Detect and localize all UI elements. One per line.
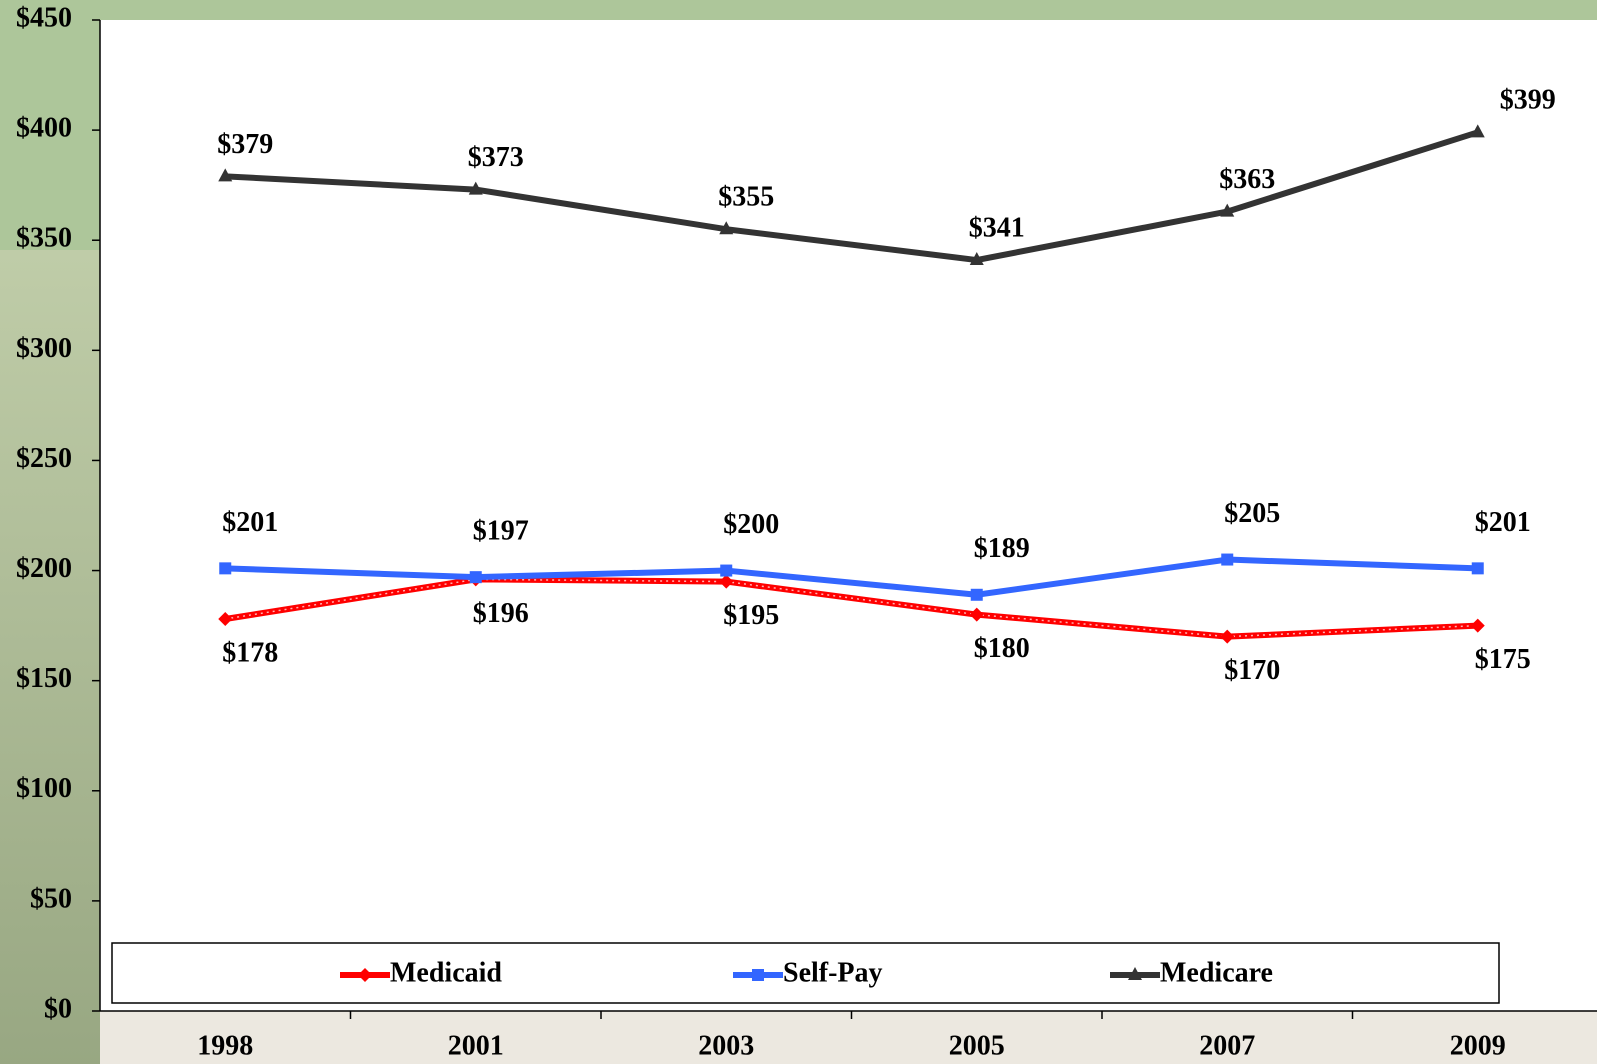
data-label: $373 [468, 142, 524, 173]
marker [719, 574, 734, 589]
data-label: $170 [1224, 655, 1280, 686]
data-label: $175 [1475, 644, 1531, 675]
data-label: $399 [1500, 85, 1556, 116]
legend-label: Self-Pay [783, 957, 883, 988]
marker [1470, 124, 1485, 138]
x-tick-label: 2007 [1199, 1030, 1255, 1061]
footer-strip [100, 1011, 1597, 1064]
data-label: $200 [723, 509, 779, 540]
background-photo [0, 250, 100, 1064]
marker [1471, 562, 1484, 575]
data-label: $379 [217, 129, 273, 160]
y-tick-label: $350 [16, 223, 72, 254]
x-tick-label: 2005 [949, 1030, 1005, 1061]
marker [469, 571, 482, 584]
data-label: $195 [723, 600, 779, 631]
data-label: $189 [974, 533, 1030, 564]
data-label: $355 [718, 182, 774, 213]
data-label: $197 [473, 516, 529, 547]
x-tick-label: 2009 [1450, 1030, 1506, 1061]
y-tick-label: $400 [16, 113, 72, 144]
data-label: $341 [969, 212, 1025, 243]
x-tick-label: 2003 [698, 1030, 754, 1061]
marker [1221, 553, 1234, 566]
marker [969, 252, 984, 266]
data-label: $201 [222, 507, 278, 538]
y-tick-label: $200 [16, 553, 72, 584]
marker [720, 564, 733, 577]
marker [970, 588, 983, 601]
marker [752, 969, 764, 981]
marker [1470, 618, 1485, 633]
y-tick-label: $450 [16, 2, 72, 33]
data-label: $180 [974, 633, 1030, 664]
marker [1128, 967, 1142, 980]
marker [719, 221, 734, 235]
legend-label: Medicare [1160, 957, 1273, 988]
marker [969, 607, 984, 622]
marker [1220, 203, 1235, 217]
y-tick-label: $250 [16, 443, 72, 474]
data-label: $201 [1475, 507, 1531, 538]
series-line [225, 556, 1478, 598]
data-label: $363 [1219, 164, 1275, 195]
x-tick-label: 2001 [448, 1030, 504, 1061]
marker [358, 968, 372, 982]
marker [1220, 629, 1235, 644]
marker [218, 168, 233, 182]
series-line-pattern [225, 578, 1478, 638]
y-tick-label: $100 [16, 773, 72, 804]
x-tick-label: 1998 [197, 1030, 253, 1061]
marker [218, 612, 233, 627]
legend-label: Medicaid [390, 957, 502, 988]
data-label: $196 [473, 598, 529, 629]
data-label: $205 [1224, 498, 1280, 529]
y-tick-label: $150 [16, 663, 72, 694]
marker [219, 562, 232, 575]
y-tick-label: $300 [16, 333, 72, 364]
series-line [225, 129, 1479, 264]
data-label: $178 [222, 637, 278, 668]
y-tick-label: $0 [44, 993, 72, 1024]
marker [468, 181, 483, 195]
y-tick-label: $50 [30, 883, 72, 914]
